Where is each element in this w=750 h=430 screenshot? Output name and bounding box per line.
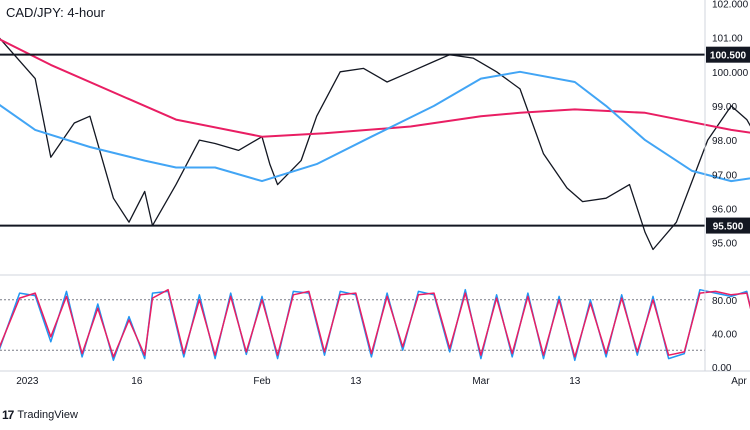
chart-title: CAD/JPY: 4-hour xyxy=(6,5,105,20)
price-line xyxy=(0,37,750,251)
price-tick-label: 101.00 xyxy=(712,34,743,45)
level-tag-label-1: 95.500 xyxy=(713,222,744,233)
oscillator-line-1 xyxy=(0,288,750,358)
tradingview-logo: 17 TradingView xyxy=(2,408,78,422)
price-tick-label: 97.00 xyxy=(712,170,737,181)
price-tick-label: 95.00 xyxy=(712,239,737,250)
price-tick-label: 100.000 xyxy=(712,68,749,79)
price-tick-label: 98.00 xyxy=(712,136,737,147)
time-tick-label: 2023 xyxy=(16,376,39,387)
price-pane xyxy=(0,37,750,276)
price-tick-label: 99.00 xyxy=(712,102,737,113)
oscillator-tick-label: 40.00 xyxy=(712,329,737,340)
price-tick-label: 96.00 xyxy=(712,204,737,215)
time-tick-label: Feb xyxy=(253,376,271,387)
price-axis: 100.500 95.500 95.00 96.00 97.00 98.00 99.00 10… xyxy=(704,0,750,371)
time-axis: 202316Feb13Mar13Apr17May xyxy=(16,376,747,387)
time-tick-label: 13 xyxy=(350,376,362,387)
moving-average-line-2 xyxy=(0,70,750,183)
oscillator-pane xyxy=(0,288,750,372)
oscillator-axis: 80.00 40.00 0.00 xyxy=(712,296,737,374)
time-tick-label: 16 xyxy=(131,376,143,387)
moving-average-line-1 xyxy=(0,38,750,138)
oscillator-tick-label: 80.00 xyxy=(712,296,737,307)
level-tag-0 xyxy=(706,46,750,63)
time-tick-label: Apr xyxy=(731,376,747,387)
level-tag-label-0: 100.500 xyxy=(710,51,747,62)
tradingview-logo-icon: 17 xyxy=(2,408,14,422)
level-tag-1 xyxy=(706,217,750,234)
time-tick-label: 13 xyxy=(569,376,581,387)
time-tick-label: Mar xyxy=(472,376,490,387)
price-tick-label: 102.000 xyxy=(712,0,749,10)
oscillator-tick-label: 0.00 xyxy=(712,363,732,374)
tradingview-logo-text: TradingView xyxy=(17,409,78,421)
